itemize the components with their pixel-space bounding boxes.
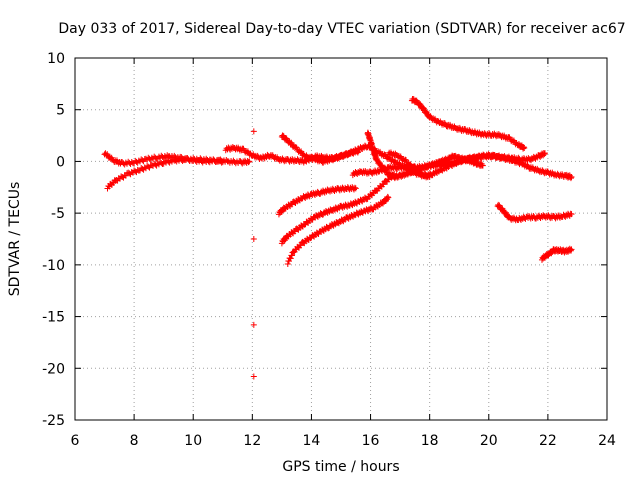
x-tick-label: 22 [539, 433, 557, 449]
x-tick-label: 8 [130, 433, 139, 449]
series-track-k [408, 96, 528, 152]
y-tick-label: 10 [47, 51, 65, 67]
series-track-g [284, 193, 392, 268]
grid [75, 58, 607, 420]
data-point [520, 144, 527, 151]
data-point [568, 211, 575, 218]
outlier-point [250, 128, 257, 135]
data-point [568, 173, 575, 180]
y-tick-label: -25 [42, 413, 65, 429]
data-point [290, 249, 297, 256]
data-point [541, 151, 548, 158]
x-tick-label: 10 [184, 433, 202, 449]
y-tick-label: 5 [56, 103, 65, 119]
x-tick-label: 24 [598, 433, 616, 449]
data-point [219, 158, 226, 165]
outlier-point [250, 373, 257, 380]
plot-frame [74, 57, 608, 421]
data-layer [101, 96, 575, 380]
data-point [567, 247, 574, 254]
data-point [541, 150, 548, 157]
x-axis-label: GPS time / hours [282, 459, 399, 475]
y-tick-label: -10 [42, 258, 65, 274]
data-point [384, 193, 391, 200]
series-track-e [275, 184, 359, 218]
y-axis-label: SDTVAR / TECUs [7, 182, 23, 297]
data-point [245, 159, 252, 166]
chart-title: Day 033 of 2017, Sidereal Day-to-day VTE… [58, 21, 625, 37]
data-point [287, 255, 294, 262]
outlier-point [250, 321, 257, 328]
y-tick-label: -15 [42, 310, 65, 326]
x-tick-label: 20 [480, 433, 498, 449]
x-tick-label: 6 [71, 433, 80, 449]
series-track-l [494, 201, 575, 224]
data-point [288, 252, 295, 259]
series-outliers [250, 128, 257, 380]
data-point [521, 144, 528, 151]
data-point [246, 158, 253, 165]
x-tick-label: 18 [421, 433, 439, 449]
y-tick-label: 0 [56, 154, 65, 170]
x-tick-label: 12 [243, 433, 261, 449]
data-point [420, 104, 427, 111]
data-point [479, 162, 486, 169]
series-track-b [104, 155, 226, 192]
series-track-m [538, 245, 575, 263]
data-point [351, 184, 358, 191]
data-point [284, 261, 291, 268]
data-point [218, 159, 225, 166]
data-point [567, 175, 574, 182]
data-point [297, 242, 304, 249]
data-point [568, 246, 575, 253]
y-tick-label: -20 [42, 361, 65, 377]
series-track-j [385, 149, 548, 180]
x-tick-label: 16 [362, 433, 380, 449]
data-point [380, 181, 387, 188]
data-point [352, 185, 359, 192]
outlier-point [250, 236, 257, 242]
y-tick-label: -5 [51, 206, 65, 222]
x-tick-label: 14 [303, 433, 321, 449]
data-point [385, 194, 392, 201]
axis-ticks: 6 8 10 12 14 16 18 20 22 24 -25 -20 -15 -10 -5 0 5 10 [42, 51, 616, 449]
